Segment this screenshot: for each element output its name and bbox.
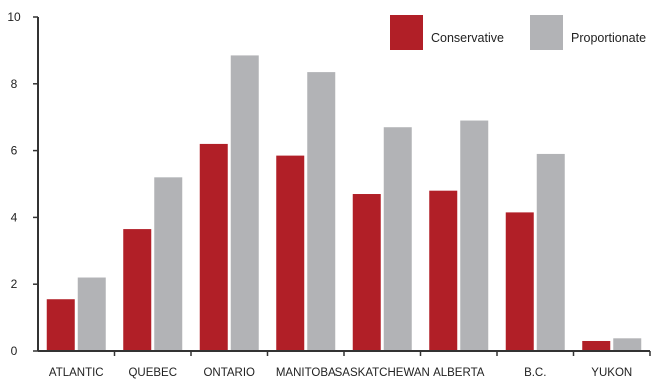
bar-proportionate-alberta <box>460 120 489 351</box>
y-ticks-group: 0 2 4 6 8 10 <box>7 10 38 358</box>
bar-proportionate-ontario <box>230 55 259 351</box>
y-tick-label-4: 4 <box>11 210 18 224</box>
bar-proportionate-manitoba <box>307 72 336 352</box>
bar-conservative-saskatchewan <box>352 194 381 351</box>
y-tick-label-0: 0 <box>11 344 18 358</box>
x-tick-label-yukon: YUKON <box>591 367 632 379</box>
legend-label-conservative: Conservative <box>431 31 504 45</box>
x-tick-label-manitoba: MANITOBA <box>276 367 336 379</box>
bar-proportionate-yukon <box>613 338 642 351</box>
bar-conservative-ontario <box>199 143 228 351</box>
x-tick-label-alberta: ALBERTA <box>433 367 485 379</box>
x-tick-label-bc: B.C. <box>524 367 546 379</box>
bar-conservative-alberta <box>429 190 458 351</box>
y-tick-label-10: 10 <box>7 10 21 24</box>
legend-swatch-proportionate <box>530 15 563 50</box>
bar-conservative-quebec <box>123 229 152 351</box>
bar-conservative-yukon <box>582 340 611 351</box>
y-tick-label-6: 6 <box>11 144 18 158</box>
legend: Conservative Proportionate <box>390 15 646 50</box>
x-tick-label-atlantic: ATLANTIC <box>49 367 104 379</box>
bar-proportionate-quebec <box>154 177 183 351</box>
bar-conservative-manitoba <box>276 155 305 351</box>
legend-swatch-conservative <box>390 15 423 50</box>
bar-conservative-atlantic <box>46 299 75 351</box>
bar-conservative-bc <box>505 212 534 351</box>
legend-label-proportionate: Proportionate <box>571 31 646 45</box>
bar-proportionate-saskatchewan <box>383 127 412 351</box>
bars-group <box>46 55 642 352</box>
y-tick-label-8: 8 <box>11 77 18 91</box>
bar-proportionate-bc <box>536 153 565 351</box>
y-tick-label-2: 2 <box>11 277 18 291</box>
x-tick-label-quebec: QUEBEC <box>128 367 177 379</box>
x-tick-label-ontario: ONTARIO <box>203 367 255 379</box>
x-tick-label-saskatchewan: SASKATCHEWAN <box>335 367 430 379</box>
bar-proportionate-atlantic <box>77 277 106 351</box>
x-ticks-group: ATLANTIC QUEBEC ONTARIO MANITOBASASKATCHEWA… <box>49 351 651 379</box>
